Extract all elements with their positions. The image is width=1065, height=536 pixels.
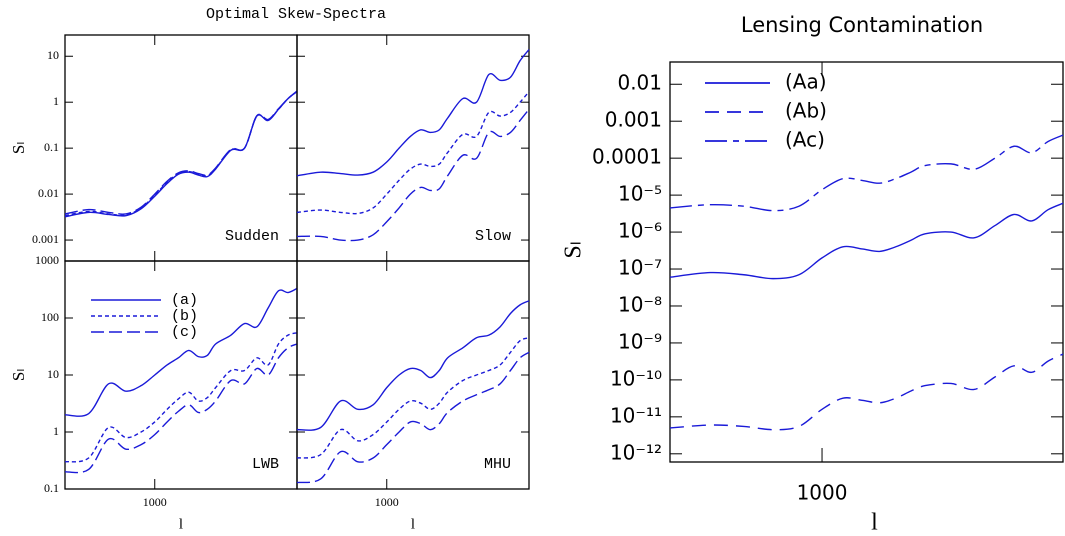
curve [296, 91, 530, 215]
y-tick-label: 10 [47, 48, 59, 62]
left-title: Optimal Skew-Spectra [206, 6, 386, 23]
curve [296, 351, 530, 484]
y-tick-label: 0.01 [38, 186, 59, 200]
y-tick-label: 10⁻⁶ [618, 219, 662, 243]
x-axis-label: l [411, 516, 415, 532]
curve [64, 287, 298, 417]
panel-label: LWB [252, 456, 279, 473]
legend-label: (Ab) [785, 99, 827, 123]
legend-label: (c) [171, 324, 198, 341]
x-axis-label: l [871, 510, 878, 536]
y-tick-label: 1000 [35, 253, 59, 267]
curve [64, 91, 298, 217]
right-title: Lensing Contamination [741, 13, 983, 37]
curve [669, 202, 1064, 280]
y-tick-label: 0.001 [32, 232, 59, 246]
plot-frame [669, 61, 1064, 463]
y-tick-label: 0.001 [605, 108, 662, 132]
y-axis-label: Sₗ [561, 241, 587, 258]
curve [64, 90, 298, 215]
legend-label: (a) [171, 292, 198, 309]
legend-label: (Ac) [785, 128, 825, 152]
y-tick-label: 0.0001 [592, 145, 662, 169]
y-tick-label: 10⁻⁷ [618, 256, 662, 280]
legend-label: (Aa) [785, 70, 827, 94]
panel-label: Sudden [225, 228, 279, 245]
curve [669, 134, 1064, 212]
y-tick-label: 0.1 [44, 481, 59, 495]
x-tick-label: 1000 [375, 495, 399, 509]
y-tick-label: 10⁻¹⁰ [610, 366, 662, 390]
y-tick-label: 10⁻⁹ [618, 329, 662, 353]
curve [296, 337, 530, 459]
panel-label: MHU [484, 456, 511, 473]
y-axis-label: Sₗ [9, 142, 28, 154]
curve [64, 343, 298, 474]
legend-label: (b) [171, 308, 198, 325]
x-tick-label: 1000 [143, 495, 167, 509]
y-tick-label: 10⁻⁸ [618, 292, 662, 316]
y-tick-label: 10⁻¹² [610, 440, 662, 464]
y-tick-label: 10 [47, 367, 59, 381]
curve [64, 332, 298, 463]
curve [669, 353, 1064, 431]
y-tick-label: 10⁻¹¹ [610, 403, 662, 427]
y-tick-label: 100 [41, 310, 59, 324]
y-tick-label: 0.1 [44, 140, 59, 154]
panel-label: Slow [475, 228, 511, 245]
x-tick-label: 1000 [797, 481, 848, 505]
curve [64, 91, 298, 218]
y-axis-label: Sₗ [9, 369, 28, 381]
curve [296, 300, 530, 431]
curve [296, 49, 530, 177]
y-tick-label: 1 [53, 94, 59, 108]
y-tick-label: 10⁻⁵ [618, 182, 662, 206]
curve [296, 108, 530, 242]
x-axis-label: l [179, 516, 183, 532]
y-tick-label: 1 [53, 424, 59, 438]
y-tick-label: 0.01 [617, 71, 662, 95]
